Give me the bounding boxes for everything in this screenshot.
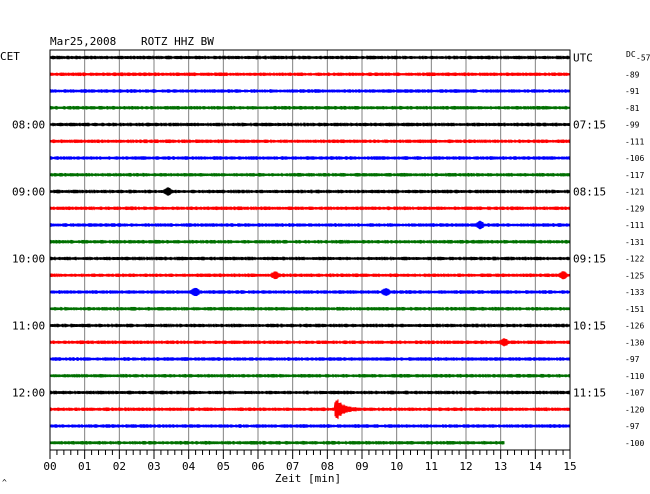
x-tick-label: 05 xyxy=(217,460,230,473)
trace-line xyxy=(49,271,571,280)
minute-grid xyxy=(84,50,536,450)
x-tick-label: 04 xyxy=(182,460,196,473)
x-tick-label: 02 xyxy=(113,460,126,473)
dc-label: DC xyxy=(626,50,636,59)
dc-offset-label: -121 xyxy=(625,188,644,197)
dc-offset-label: -111 xyxy=(625,137,644,146)
trace-line xyxy=(49,172,571,177)
cet-hour-label: 12:00 xyxy=(12,387,45,400)
trace-line xyxy=(49,139,571,144)
trace-line xyxy=(49,89,571,93)
dc-offset-label: -89 xyxy=(625,70,640,79)
trace-line xyxy=(49,399,571,420)
cet-hour-labels: 08:00 09:00 10:00 11:00 12:00 xyxy=(12,119,45,400)
x-tick-label: 11 xyxy=(425,460,438,473)
dc-offset-label: -131 xyxy=(625,238,644,247)
cet-hour-label: 11:00 xyxy=(12,320,45,333)
trace-line xyxy=(49,373,571,378)
utc-hour-label: 10:15 xyxy=(573,320,606,333)
x-tick-label: 01 xyxy=(78,460,91,473)
x-axis-ticks: 00 01 02 03 04 05 06 07 08 09 10 11 12 13 14 15 xyxy=(43,450,577,473)
trace-line xyxy=(49,390,571,395)
dc-offset-label: -97 xyxy=(625,422,640,431)
dc-offset-label: -111 xyxy=(625,221,644,230)
dc-offset-labels: -57 -89 -91 -81 -99 -111 -106 -117 -121 -129 -111 -… xyxy=(625,54,650,448)
dc-offset-label: -107 xyxy=(625,389,644,398)
trace-line xyxy=(49,357,571,361)
x-tick-label: 00 xyxy=(43,460,56,473)
dc-offset-label: -100 xyxy=(625,439,644,448)
dc-offset-label: -151 xyxy=(625,305,644,314)
station-label: ROTZ HHZ BW xyxy=(141,35,214,48)
corner-mark: ^ xyxy=(2,478,7,487)
utc-hour-label: 08:15 xyxy=(573,186,606,199)
trace-line xyxy=(49,239,571,244)
date-label: Mar25,2008 xyxy=(50,35,116,48)
dc-offset-label: -122 xyxy=(625,255,644,264)
seismic-traces xyxy=(49,55,571,445)
dc-offset-label: -110 xyxy=(625,372,644,381)
x-tick-label: 09 xyxy=(355,460,368,473)
trace-line xyxy=(49,55,571,60)
utc-hour-label: UTC xyxy=(573,52,593,65)
dc-offset-label: -57 xyxy=(636,54,650,63)
x-tick-label: 03 xyxy=(147,460,160,473)
utc-hour-label: 07:15 xyxy=(573,119,606,132)
x-tick-label: 06 xyxy=(251,460,264,473)
cet-hour-label: 09:00 xyxy=(12,186,45,199)
trace-line xyxy=(49,105,571,110)
trace-line xyxy=(49,256,571,261)
dc-offset-label: -120 xyxy=(625,405,644,414)
x-tick-label: 15 xyxy=(563,460,576,473)
utc-hour-label: 09:15 xyxy=(573,253,606,266)
utc-hour-label: 11:15 xyxy=(573,387,606,400)
x-tick-label: 12 xyxy=(459,460,472,473)
cet-label: CET xyxy=(0,50,20,63)
cet-hour-label: 08:00 xyxy=(12,119,45,132)
trace-line xyxy=(49,424,571,428)
x-tick-label: 08 xyxy=(321,460,334,473)
dc-offset-label: -133 xyxy=(625,288,644,297)
frame-rect xyxy=(49,49,571,451)
dc-offset-label: -126 xyxy=(625,322,644,331)
dc-offset-label: -130 xyxy=(625,338,644,347)
dc-offset-label: -106 xyxy=(625,154,644,163)
plot-frame xyxy=(49,49,571,451)
dc-offset-label: -117 xyxy=(625,171,644,180)
trace-line xyxy=(49,287,571,297)
x-tick-label: 10 xyxy=(390,460,403,473)
trace-line xyxy=(49,338,571,347)
trace-line xyxy=(49,440,505,445)
trace-line xyxy=(49,220,571,230)
x-axis-label: Zeit [min] xyxy=(275,472,341,485)
trace-line xyxy=(49,306,571,311)
dc-offset-label: -99 xyxy=(625,121,640,130)
utc-hour-labels: UTC 07:15 08:15 09:15 10:15 11:15 xyxy=(573,52,606,400)
dc-offset-label: -91 xyxy=(625,87,640,96)
cet-hour-label: 10:00 xyxy=(12,253,45,266)
trace-line xyxy=(49,323,571,328)
x-tick-label: 14 xyxy=(529,460,543,473)
x-tick-label: 13 xyxy=(494,460,507,473)
dc-offset-label: -81 xyxy=(625,104,640,113)
trace-line xyxy=(49,72,571,77)
trace-line xyxy=(49,187,571,196)
dc-offset-label: -97 xyxy=(625,355,640,364)
dc-offset-label: -125 xyxy=(625,271,644,280)
x-tick-label: 07 xyxy=(286,460,299,473)
dc-offset-label: -129 xyxy=(625,204,644,213)
trace-line xyxy=(49,206,571,211)
trace-line xyxy=(49,156,571,160)
trace-line xyxy=(49,122,571,127)
